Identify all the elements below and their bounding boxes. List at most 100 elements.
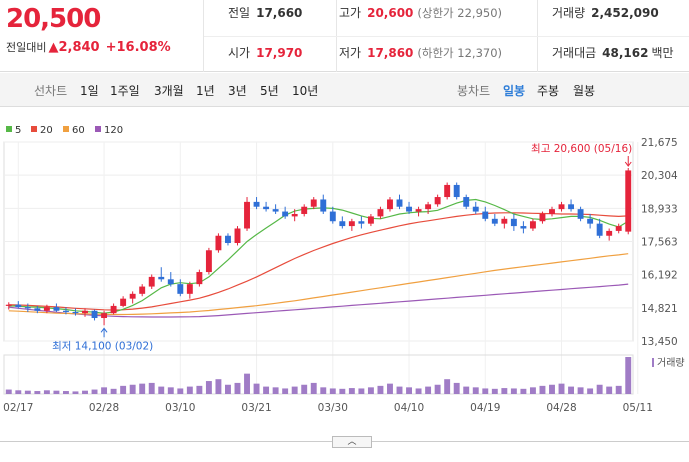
volume-bar	[415, 388, 422, 394]
amount-unit: 백만	[651, 46, 674, 60]
volume-bar	[558, 383, 565, 394]
volume-bar	[539, 385, 546, 394]
candle-body	[244, 201, 250, 229]
candle-body	[272, 209, 279, 212]
volume-bar	[62, 391, 69, 394]
candle-body	[186, 284, 193, 294]
volume-bar	[5, 389, 12, 394]
volume-cell: 거래량 2,452,090	[552, 4, 659, 21]
volume-bar	[615, 385, 622, 394]
candle-body	[291, 213, 298, 217]
candle-body	[577, 209, 584, 219]
volume-bar	[310, 382, 317, 394]
change-row: 전일대비 ▲2,840 +16.08%	[6, 39, 171, 55]
range-tab-1y[interactable]: 1년	[196, 84, 215, 98]
x-tick-label: 02/28	[89, 402, 119, 414]
candle-body	[253, 201, 260, 207]
volume-bar	[320, 387, 327, 394]
candle-body	[43, 307, 50, 311]
max-arrow-icon	[624, 161, 632, 167]
x-tick-label: 04/10	[394, 402, 424, 414]
low-value: 17,860	[367, 46, 414, 60]
x-tick-label: 03/30	[318, 402, 348, 414]
candle-body	[329, 211, 336, 222]
volume-bar	[167, 387, 174, 394]
candle-body	[196, 272, 203, 285]
volume-bar	[510, 388, 517, 394]
x-tick-label: 05/11	[623, 402, 653, 414]
period-tab-monthly[interactable]: 월봉	[573, 84, 596, 98]
range-tab-3y[interactable]: 3년	[228, 84, 247, 98]
high-cell: 고가 20,600 (상한가 22,950)	[339, 4, 502, 21]
volume-bar	[549, 384, 555, 394]
candle-body	[234, 228, 241, 244]
y-tick-label: 13,450	[641, 336, 678, 348]
chart-scroll-handle[interactable]: ︿	[332, 436, 372, 448]
volume-bar	[358, 388, 365, 394]
volume-bar	[24, 390, 31, 394]
candle-body	[615, 226, 622, 231]
candle-body	[510, 218, 517, 227]
volume-bar	[72, 391, 79, 394]
volume-bar	[291, 386, 298, 394]
legend-label: 20	[40, 125, 53, 136]
volume-bar	[82, 390, 88, 394]
range-tab-5y[interactable]: 5년	[260, 84, 279, 98]
candle-body	[205, 250, 212, 273]
candle-body	[539, 213, 546, 222]
volume-bar	[91, 389, 98, 394]
candle-body	[24, 307, 31, 309]
volume-bar	[244, 373, 250, 394]
candle-body	[587, 218, 594, 224]
y-tick-label: 14,821	[641, 303, 678, 315]
volume-bar	[148, 382, 155, 394]
volume-bar	[15, 390, 22, 394]
candle-body	[491, 218, 498, 224]
legend-swatch	[31, 126, 37, 132]
candle-chart-title: 봉차트	[457, 84, 491, 98]
change-value: 2,840	[58, 40, 100, 55]
candle-body	[472, 206, 479, 212]
volume-bar	[101, 387, 108, 394]
period-tab-daily[interactable]: 일봉	[503, 84, 526, 98]
volume-bar	[282, 388, 289, 394]
volume-legend-swatch	[652, 358, 654, 367]
open-cell: 시가 17,970	[228, 44, 302, 61]
quote-header: 20,500 전일대비 ▲2,840 +16.08% 전일 17,660 고가 20,6…	[0, 0, 689, 72]
candle-body	[320, 199, 327, 212]
y-tick-label: 16,192	[641, 270, 678, 282]
volume-bar	[301, 384, 308, 394]
legend-label: 60	[72, 125, 85, 136]
volume-bar	[434, 384, 441, 394]
period-tab-weekly[interactable]: 주봉	[537, 84, 560, 98]
low-cell: 저가 17,860 (하한가 12,370)	[339, 44, 502, 61]
y-tick-label: 18,933	[641, 203, 678, 215]
range-tab-1d[interactable]: 1일	[80, 84, 99, 98]
range-tab-1w[interactable]: 1주일	[110, 84, 140, 98]
range-tab-3m[interactable]: 3개월	[154, 84, 184, 98]
candle-body	[415, 209, 422, 212]
quote-price-box: 20,500 전일대비 ▲2,840 +16.08%	[0, 0, 204, 72]
volume-bar	[587, 388, 594, 394]
range-tab-10y[interactable]: 10년	[292, 84, 319, 98]
candle-body	[148, 276, 155, 287]
candle-body	[301, 206, 308, 214]
divider	[204, 36, 689, 37]
candle-body	[72, 311, 79, 314]
legend-swatch	[63, 126, 69, 132]
volume-bar	[577, 387, 584, 394]
volume-bar	[501, 388, 508, 394]
volume-bar	[110, 388, 117, 394]
candle-body	[5, 304, 12, 306]
volume-bar	[425, 386, 432, 394]
volume-frame	[3, 354, 634, 395]
volume-bar	[520, 388, 527, 394]
candle-body	[82, 310, 88, 314]
volume-bar	[186, 386, 193, 394]
volume-bar	[491, 388, 498, 394]
change-percent: +16.08%	[105, 40, 171, 55]
volume-bar	[367, 387, 374, 394]
candlestick-chart: 5 20 60 120 21,675 20,304 18,933 17,563 16,192 14…	[3, 125, 684, 414]
candle-body	[549, 209, 555, 214]
volume-bar	[529, 387, 536, 394]
